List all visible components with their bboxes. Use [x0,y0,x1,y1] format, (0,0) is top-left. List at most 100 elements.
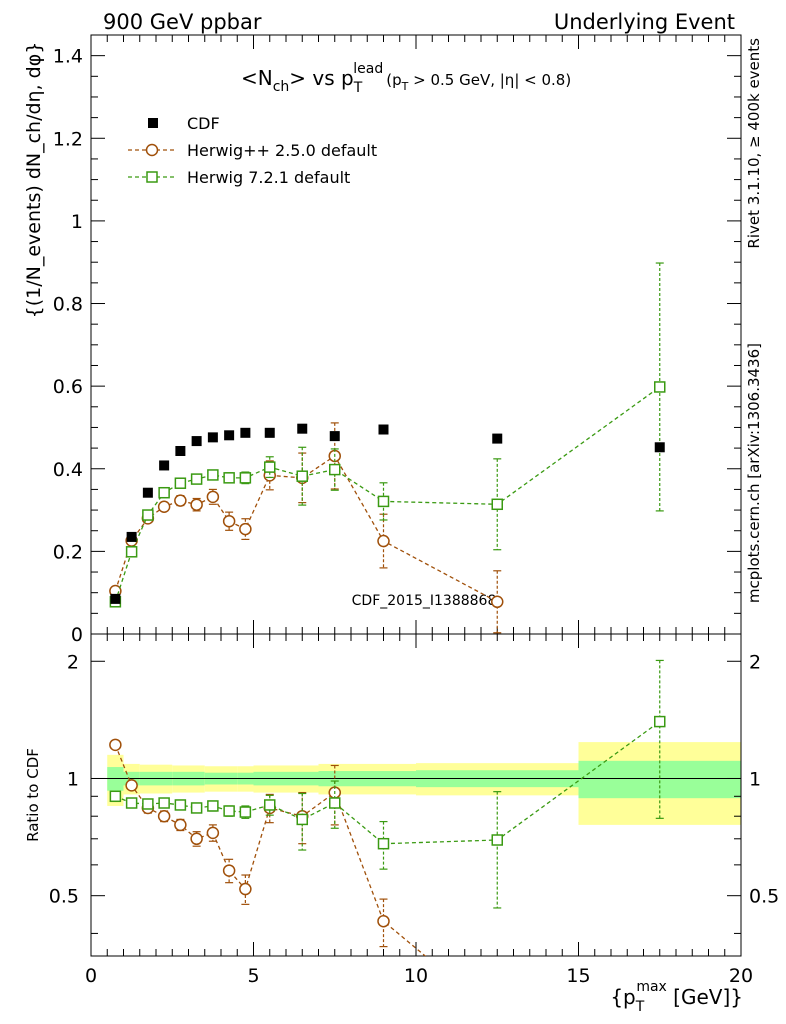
ratio-herwig7-point [109,790,122,803]
cdf-point [159,460,170,471]
ratio-herwig7-point [142,798,154,810]
herwig7-point [329,463,341,476]
ratio-herwigpp-point [222,864,236,877]
legend-marker-herwigpp [145,143,159,157]
ratio-ytick-label: 0.5 [49,886,79,908]
ratio-xtick-label: 20 [729,965,753,987]
ratio-herwig7-point [654,715,666,728]
main-ylabel: {(1/N_events) dN_ch/dη, dφ} [23,42,45,319]
cdf-point [297,423,308,434]
ratio-herwig7-point [174,799,187,811]
ratio-herwigpp-line [114,744,427,956]
herwig7-point [174,477,187,489]
herwig7-point [223,472,235,484]
ratio-herwigpp-point [206,826,220,840]
title-sub2: T [353,80,363,96]
legend-marker-cdf [148,118,158,128]
cdf-point [142,487,153,498]
ratio-xtick-label: 5 [247,965,259,987]
title-cut: (p [386,71,401,89]
main-ytick-label: 0.2 [53,541,83,563]
legend: CDF Herwig++ 2.5.0 default Herwig 7.2.1 … [128,114,377,187]
main-ytick-label: 1.4 [53,46,83,68]
cdf-point [240,427,251,438]
herwig7-point [654,381,666,393]
herwig7-point [377,495,390,508]
title-cut-sub: T [401,80,409,93]
rivet-label: Rivet 3.1.10, ≥ 400k events [745,38,763,249]
ratio-herwigpp-point [125,779,138,792]
main-ytick-label: 0.6 [53,376,83,398]
title-sub1: ch [273,79,290,95]
ratio-herwigpp-point [190,832,203,846]
herwigpp-point [174,494,187,507]
ratio-herwig7-point [207,800,219,812]
ratio-herwigpp-point [174,818,187,832]
herwig7-point [142,509,154,521]
cdf-point [264,427,275,438]
ratio-herwig7-point [158,797,170,809]
ratio-xlabel: {pTmax [GeV]} [610,979,743,1015]
cdf-point [329,431,340,442]
main-ytick-label: 1.2 [53,128,83,150]
legend-marker-herwig7 [146,171,158,183]
legend-label-herwig7: Herwig 7.2.1 default [187,168,350,187]
ratio-herwigpp-point [109,738,122,752]
title-sup2: lead [353,61,383,77]
cdf-point [492,433,503,444]
ratio-xtick-label: 15 [566,965,590,987]
ratio-herwig7-point [377,837,390,850]
herwig7-point [239,472,252,484]
ratio-herwig7-point [491,834,503,846]
header-left: 900 GeV ppbar [103,10,262,34]
herwigpp-point [239,522,252,536]
cdf-point [175,445,186,456]
xlabel-open: {p [610,985,635,1009]
herwig7-point [158,486,170,499]
herwig7-point [190,473,203,485]
xlabel-sup: max [636,979,667,995]
herwig7-point [125,546,138,558]
xlabel-rest: [GeV]} [667,985,743,1009]
ratio-herwig7-point [264,799,276,811]
title-cut-rest: > 0.5 GeV, |η| < 0.8) [408,71,571,89]
ratio-ytick-label: 1 [67,768,79,790]
main-ytick-label: 0.4 [53,459,83,481]
ratio-ytick-label: 2 [67,651,79,673]
herwigpp-point [491,595,504,609]
main-ytick-label: 1 [71,211,83,233]
ratio-herwigpp-point [377,914,390,928]
legend-item-herwig7: Herwig 7.2.1 default [128,168,350,187]
ratio-herwig7-point [223,805,235,817]
herwig7-point [296,470,308,482]
mcplots-label: mcplots.cern.ch [arXiv:1306.3436] [745,343,763,603]
ratio-axes: 0 5 10 15 20 0.5 0.5 1 1 2 2 [49,633,779,987]
main-ytick-label: 0 [71,624,83,646]
ratio-clipped-series [109,659,666,956]
ratio-ytick-label-right: 2 [749,651,761,673]
herwigpp-point [222,514,236,528]
cdf-point [191,436,202,447]
ratio-ytick-label-right: 1 [749,768,761,790]
watermark: CDF_2015_I1388868 [352,593,497,609]
legend-label-herwigpp: Herwig++ 2.5.0 default [187,141,377,160]
legend-item-herwigpp: Herwig++ 2.5.0 default [128,141,377,160]
cdf-point [110,593,121,604]
cdf-point [224,430,235,441]
ratio-panel: 0 5 10 15 20 0.5 0.5 1 1 2 2 Ratio to CDF {pTmax [… [24,633,779,1015]
herwigpp-point [377,534,390,548]
herwigpp-point [157,500,171,514]
ratio-xtick-label: 0 [85,965,97,987]
main-series-layer [109,262,666,634]
cdf-point [126,531,137,542]
main-panel: 0 0.2 0.4 0.6 0.8 1 1.2 1.4 CDF_2015_I1388868 <… [23,34,742,646]
herwigpp-point [190,498,203,511]
chart-title: <Nch> vs pTlead(pT > 0.5 GeV, |η| < 0.8) [241,61,571,96]
herwig7-point [207,469,219,481]
ratio-xtick-label: 10 [404,965,428,987]
ratio-ytick-label-right: 0.5 [749,886,779,908]
herwigpp-point [206,490,220,504]
cdf-point [207,432,218,443]
ratio-herwig7-point [190,802,203,814]
